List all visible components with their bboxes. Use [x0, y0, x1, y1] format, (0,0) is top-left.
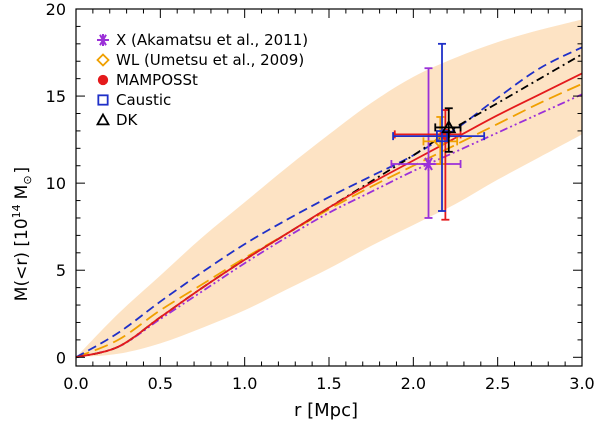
triangle-marker — [441, 119, 457, 134]
curve-mamposst — [75, 72, 583, 359]
asterisk-marker — [421, 156, 436, 171]
x-tick-label: 0.5 — [148, 374, 173, 393]
x-tick-label: 2.0 — [401, 374, 426, 393]
point-dk — [434, 107, 462, 153]
y-tick-label: 15 — [46, 87, 66, 106]
square-marker — [436, 130, 449, 143]
data-points — [390, 42, 486, 221]
y-tick-labels: 0 5 10 15 20 — [46, 0, 66, 367]
legend-label: WL (Umetsu et al., 2009) — [116, 51, 304, 69]
x-tick-label: 2.5 — [485, 374, 510, 393]
y-axis-label-close: ] — [12, 167, 32, 174]
curve-caustic — [75, 46, 583, 359]
x-tick-label: 0.0 — [63, 374, 88, 393]
legend-asterisk-marker — [97, 34, 109, 46]
y-tick-label: 0 — [56, 348, 66, 367]
x-tick-label: 1.5 — [316, 374, 341, 393]
uncertainty-band-area — [76, 19, 582, 358]
profile-curves — [75, 46, 583, 359]
x-tick-label: 1.0 — [232, 374, 257, 393]
legend-label: X (Akamatsu et al., 2011) — [116, 31, 308, 49]
point-x-akamatsu-et-al-2011 — [390, 67, 462, 219]
legend-square-marker — [97, 94, 109, 106]
legend-label: Caustic — [116, 91, 171, 109]
legend-item-caustic: Caustic — [97, 91, 171, 109]
legend-label: DK — [116, 111, 139, 129]
y-axis-label: M(<r) [1014 M⊙] — [10, 167, 34, 301]
legend-item-mamposst: MAMPOSSt — [97, 71, 198, 89]
legend-item-wl-umetsu-et-al-2009: WL (Umetsu et al., 2009) — [96, 51, 304, 69]
legend: X (Akamatsu et al., 2011) WL (Umetsu et a… — [95, 31, 308, 129]
legend-item-dk: DK — [95, 111, 139, 129]
x-axis-label: r [Mpc] — [294, 400, 358, 421]
y-axis-label-main: M(<r) [10 — [12, 218, 32, 301]
uncertainty-band — [76, 19, 582, 358]
y-axis-label-unit: M — [12, 185, 32, 200]
y-tick-label: 10 — [46, 174, 66, 193]
y-tick-label: 5 — [56, 261, 66, 280]
x-tick-label: 3.0 — [569, 374, 594, 393]
legend-triangle-marker — [95, 112, 111, 126]
legend-circle-marker — [97, 74, 109, 86]
x-tick-labels: 0.0 0.5 1.0 1.5 2.0 2.5 3.0 — [63, 374, 594, 393]
legend-label: MAMPOSSt — [116, 71, 198, 89]
legend-item-x-akamatsu-et-al-2011: X (Akamatsu et al., 2011) — [97, 31, 308, 49]
curve-wl-umetsu-et-al-2009 — [75, 83, 583, 359]
axis-ticks — [75, 8, 583, 366]
y-tick-label: 20 — [46, 0, 66, 19]
y-axis-label-exponent: 14 — [10, 204, 23, 218]
y-axis-label-unit-sub: ⊙ — [21, 175, 34, 184]
legend-diamond-marker — [96, 53, 110, 67]
